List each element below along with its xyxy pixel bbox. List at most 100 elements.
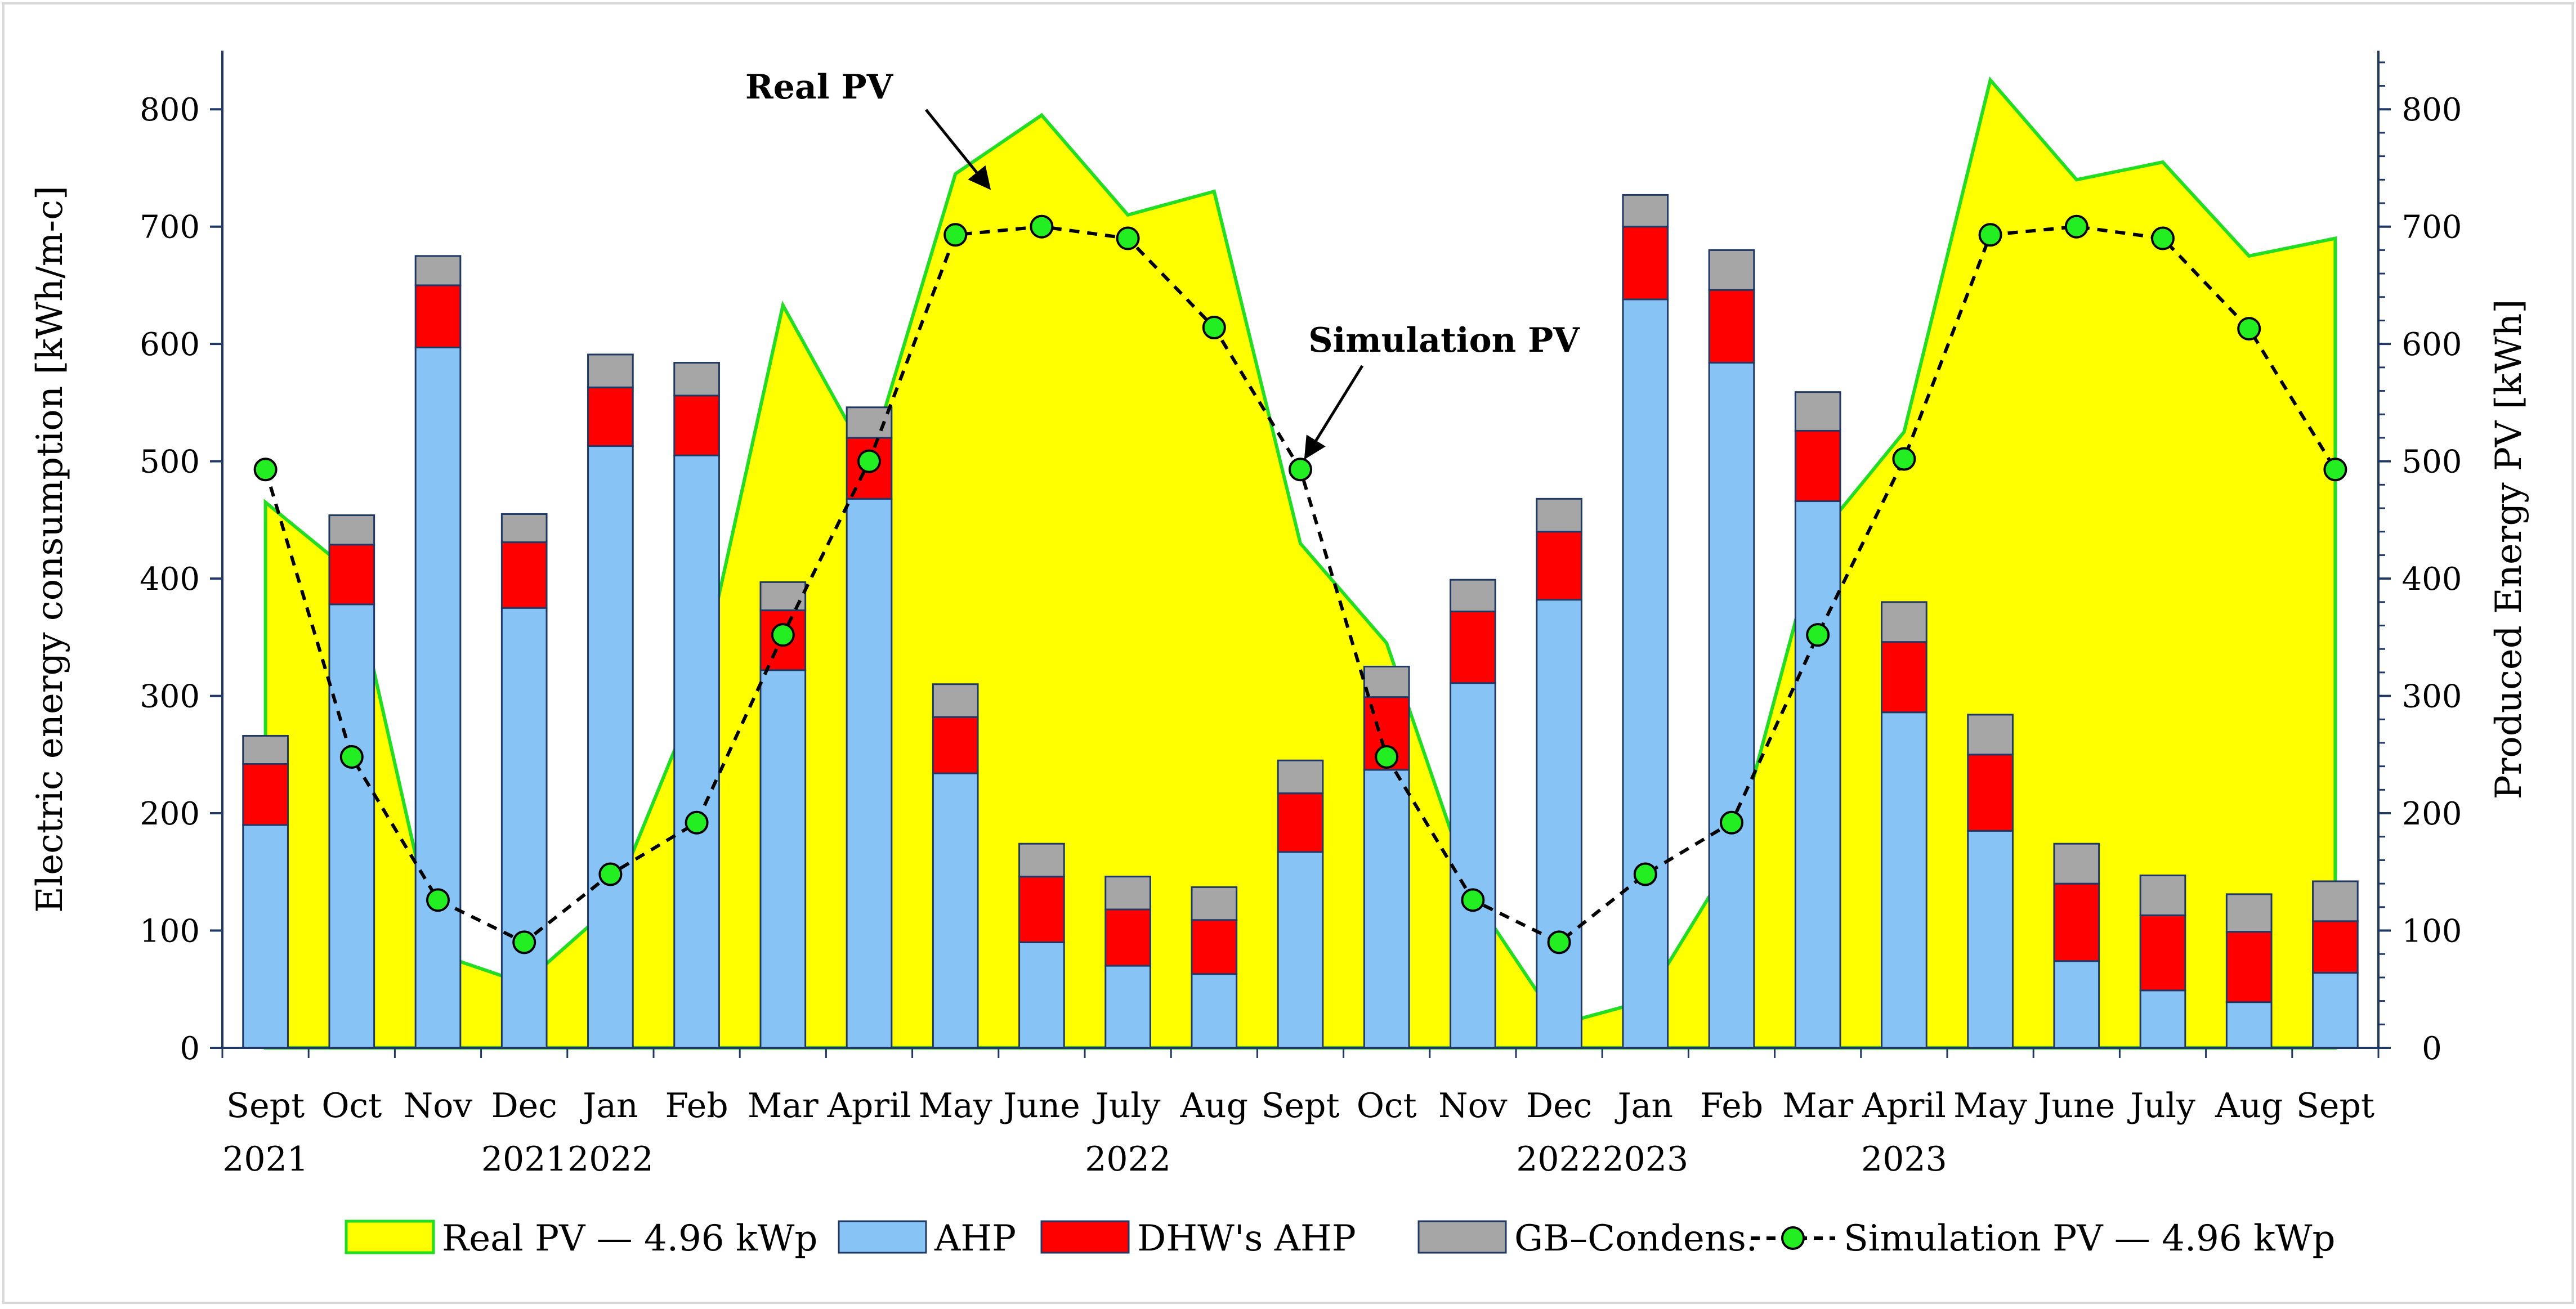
x-tick-label: Nov: [1438, 1086, 1508, 1126]
y-right-tick-label: 800: [2402, 92, 2462, 128]
bar-dhw-20: [1967, 754, 2014, 832]
bar-dhw-12: [1277, 792, 1324, 853]
x-year-label: 2023: [1861, 1140, 1947, 1179]
x-tick-label: Sept: [2296, 1086, 2374, 1126]
x-year-label: 2021: [481, 1140, 567, 1179]
bar-ahp-10: [1104, 965, 1151, 1049]
y-left-tick-label: 600: [140, 326, 200, 363]
legend-dhw-ahp-swatch: [1040, 1220, 1130, 1254]
bar-ahp-23: [2225, 1001, 2273, 1049]
bar-dhw-15: [1536, 531, 1582, 601]
legend-ahp-swatch: [838, 1220, 927, 1254]
bar-dhw-18: [1794, 429, 1841, 503]
simulation-pv-point-11: [1202, 315, 1226, 339]
y-left-tick-label: 300: [140, 679, 200, 715]
simulation-pv-point-22: [2151, 226, 2175, 250]
bar-ahp-17: [1708, 362, 1755, 1049]
bar-ahp-19: [1881, 711, 1927, 1049]
x-tick-label: Feb: [1700, 1086, 1763, 1126]
bar-gb-11: [1191, 886, 1238, 921]
legend-simulation-pv-label: Simulation PV — 4.96 kWp: [1844, 1218, 2335, 1259]
x-tick-label: July: [2127, 1086, 2195, 1126]
simulation-pv-point-6: [771, 623, 795, 647]
x-tick-label: Feb: [665, 1086, 728, 1126]
simulation-pv-point-23: [2237, 317, 2261, 341]
annotation-real-pv-arrow: [925, 109, 991, 190]
x-tick-label: June: [1000, 1086, 1080, 1126]
simulation-pv-point-20: [1978, 223, 2002, 247]
bar-gb-20: [1967, 714, 2014, 756]
x-tick-label: Oct: [321, 1086, 382, 1126]
annotation-real-pv: Real PV: [745, 68, 894, 107]
x-tick-label: Aug: [2215, 1086, 2283, 1126]
x-tick-label: May: [919, 1086, 992, 1126]
bar-dhw-24: [2312, 920, 2359, 974]
bar-gb-17: [1708, 249, 1755, 291]
stacked-bars-layer: [242, 194, 2359, 1049]
y-right-tick-label: 300: [2402, 679, 2462, 715]
y-right-tick-label: 600: [2402, 326, 2462, 363]
y-left-tick-label: 700: [140, 209, 200, 246]
y-left-tick-label: 100: [140, 913, 200, 950]
bar-ahp-1: [328, 603, 375, 1049]
simulation-pv-point-21: [2064, 214, 2088, 239]
x-year-label: 2022: [567, 1140, 654, 1179]
x-year-label: 2022: [1516, 1140, 1602, 1179]
bar-dhw-9: [1018, 876, 1065, 943]
x-year-label: 2023: [1602, 1140, 1688, 1179]
x-tick-label: April: [1862, 1086, 1946, 1126]
y-right-tick-label: 0: [2422, 1030, 2442, 1067]
legend-gb-condens-label: GB–Condens.: [1514, 1218, 1757, 1259]
x-tick-label: May: [1953, 1086, 2027, 1126]
x-tick-label: June: [2034, 1086, 2115, 1126]
bar-gb-19: [1881, 601, 1927, 643]
y-left-tick-label: 200: [140, 796, 200, 832]
bar-gb-15: [1536, 497, 1582, 533]
bar-dhw-19: [1881, 641, 1927, 714]
bar-ahp-15: [1536, 599, 1582, 1049]
bar-dhw-0: [242, 763, 289, 826]
simulation-pv-point-9: [1030, 214, 1054, 239]
simulation-pv-point-4: [598, 862, 623, 886]
bar-dhw-8: [932, 716, 979, 774]
bar-gb-23: [2225, 893, 2273, 933]
x-tick-label: Dec: [1526, 1086, 1592, 1126]
y-right-axis-title: Produced Energy PV [kWh]: [2488, 299, 2530, 800]
bar-dhw-14: [1450, 610, 1496, 684]
bar-dhw-5: [673, 395, 720, 456]
bar-gb-24: [2312, 880, 2359, 922]
axes-layer: 0 0 100 100 200 200 300 300 400 400 500 500 600 600 70…: [29, 51, 2530, 1179]
legend-gb-condens-swatch: [1417, 1220, 1507, 1254]
bar-gb-10: [1104, 876, 1151, 911]
bar-dhw-11: [1191, 919, 1238, 975]
simulation-pv-point-2: [426, 888, 450, 912]
simulation-pv-point-16: [1633, 862, 1657, 886]
y-right-tick-label: 500: [2402, 444, 2462, 481]
annotations-layer: Real PV Simulation PV: [745, 68, 1580, 460]
bar-dhw-22: [2139, 914, 2186, 992]
bar-gb-1: [328, 514, 375, 546]
y-left-tick-label: 800: [140, 92, 200, 128]
simulation-pv-point-10: [1116, 226, 1140, 250]
simulation-pv-point-8: [943, 223, 968, 247]
simulation-pv-point-24: [2323, 458, 2347, 482]
x-tick-label: Jan: [579, 1086, 638, 1126]
simulation-pv-point-17: [1720, 810, 1743, 835]
bar-dhw-23: [2225, 931, 2273, 1003]
bar-gb-2: [414, 255, 462, 286]
simulation-pv-layer: [253, 214, 2347, 954]
legend: Real PV — 4.96 kWp AHP DHW's AHP GB–Condens…: [345, 1218, 2335, 1259]
bar-gb-8: [932, 683, 979, 718]
bar-dhw-4: [587, 386, 634, 447]
simulation-pv-point-13: [1375, 745, 1399, 769]
bar-gb-5: [673, 362, 720, 397]
bar-ahp-11: [1191, 973, 1238, 1049]
legend-real-pv-swatch: [345, 1220, 435, 1254]
bar-ahp-2: [414, 346, 462, 1049]
bar-dhw-10: [1104, 908, 1151, 967]
bar-ahp-8: [932, 772, 979, 1049]
bar-ahp-18: [1794, 500, 1841, 1049]
bar-gb-9: [1018, 842, 1065, 878]
bar-ahp-7: [846, 497, 893, 1049]
simulation-pv-point-15: [1547, 930, 1571, 954]
